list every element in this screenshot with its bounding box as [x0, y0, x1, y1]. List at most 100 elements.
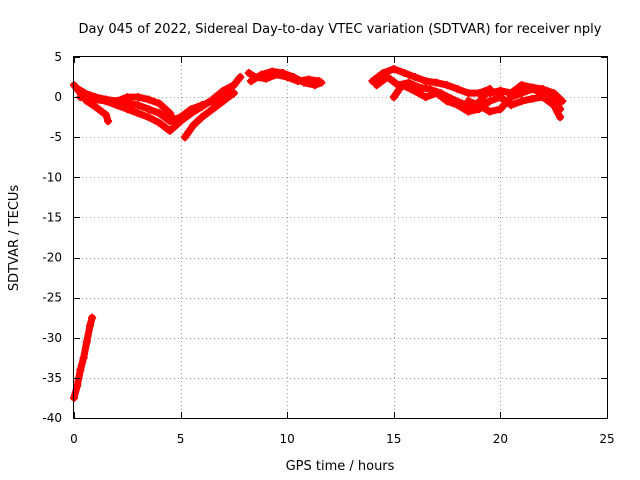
data-point — [317, 78, 326, 87]
data-point — [165, 109, 174, 118]
data-point — [257, 70, 266, 79]
x-tick-label: 5 — [177, 432, 185, 446]
data-point — [507, 89, 516, 98]
data-point — [443, 81, 452, 90]
data-point — [246, 77, 255, 86]
data-point — [208, 95, 217, 104]
series-trace-f — [180, 89, 238, 142]
data-point — [133, 101, 142, 110]
data-point — [133, 93, 142, 102]
series-trace-i — [368, 65, 494, 98]
data-point — [197, 113, 206, 122]
series-line — [181, 89, 238, 141]
data-point — [528, 83, 537, 92]
data-point — [368, 77, 377, 86]
data-point — [91, 102, 100, 111]
data-point — [219, 97, 228, 106]
data-point — [479, 93, 488, 102]
x-tick-label: 0 — [70, 432, 78, 446]
data-point — [421, 93, 430, 102]
data-point — [101, 110, 110, 119]
data-point — [485, 89, 494, 98]
data-point — [453, 85, 462, 94]
y-tick-label: -40 — [42, 411, 62, 425]
x-tick-label: 25 — [599, 432, 614, 446]
data-point — [79, 353, 88, 362]
x-tick-label: 20 — [493, 432, 508, 446]
series-line — [464, 85, 564, 116]
data-point — [300, 78, 309, 87]
data-point — [426, 85, 435, 94]
data-point — [496, 86, 505, 95]
data-point — [76, 365, 85, 374]
data-point — [180, 133, 189, 142]
data-point — [475, 101, 484, 110]
y-tick-label: -10 — [42, 170, 62, 184]
data-point — [549, 89, 558, 98]
series-trace-h — [246, 67, 326, 90]
data-point — [289, 73, 298, 82]
data-point — [229, 89, 238, 98]
data-point — [464, 107, 473, 116]
y-axis-label: SDTVAR / TECUs — [7, 185, 22, 292]
data-point — [123, 105, 132, 114]
data-point — [85, 321, 94, 330]
data-point — [112, 97, 121, 106]
data-point — [197, 102, 206, 111]
data-point — [464, 89, 473, 98]
data-point — [389, 65, 398, 74]
y-tick-label: -25 — [42, 291, 62, 305]
data-point — [421, 77, 430, 86]
data-point — [104, 117, 113, 126]
data-point — [219, 86, 228, 95]
data-point — [268, 67, 277, 76]
data-point — [372, 81, 381, 90]
data-point — [172, 121, 181, 130]
x-axis-label: GPS time / hours — [286, 459, 395, 474]
data-point — [411, 73, 420, 82]
data-point — [432, 78, 441, 87]
y-tick-label: -15 — [42, 210, 62, 224]
data-point — [379, 69, 388, 78]
data-point — [496, 105, 505, 114]
data-point — [517, 89, 526, 98]
data-point — [165, 126, 174, 135]
data-point — [91, 95, 100, 104]
data-point — [383, 73, 392, 82]
data-point — [453, 101, 462, 110]
data-point — [432, 89, 441, 98]
data-point — [485, 97, 494, 106]
data-point — [144, 105, 153, 114]
data-point — [208, 105, 217, 114]
data-point — [144, 95, 153, 104]
y-tick-label: -35 — [42, 371, 62, 385]
chart-title: Day 045 of 2022, Sidereal Day-to-day VTE… — [79, 22, 602, 37]
y-tick-label: 0 — [54, 90, 62, 104]
data-point — [73, 381, 82, 390]
series-trace-e — [112, 93, 181, 130]
x-tick-label: 10 — [280, 432, 295, 446]
data-point — [133, 109, 142, 118]
data-point — [74, 85, 83, 94]
ticks: 0 5 10 15 20 25 5 0 -5 -10 -15 -20 -25 -30 -35 -40 — [42, 50, 614, 446]
x-tick-label: 15 — [386, 432, 401, 446]
data-point — [244, 69, 253, 78]
data-point — [485, 107, 494, 116]
data-point — [278, 69, 287, 78]
data-point — [236, 73, 245, 82]
data-point — [389, 93, 398, 102]
data-point — [400, 69, 409, 78]
series-trace-a — [70, 313, 97, 402]
data-point — [310, 81, 319, 90]
data-point — [88, 313, 97, 322]
data-layer — [70, 65, 567, 402]
data-point — [155, 109, 164, 118]
data-point — [82, 337, 91, 346]
plot-frame — [73, 56, 608, 419]
y-tick-label: -30 — [42, 331, 62, 345]
y-tick-label: -5 — [50, 130, 62, 144]
data-point — [398, 81, 407, 90]
series-trace-m — [485, 81, 567, 106]
